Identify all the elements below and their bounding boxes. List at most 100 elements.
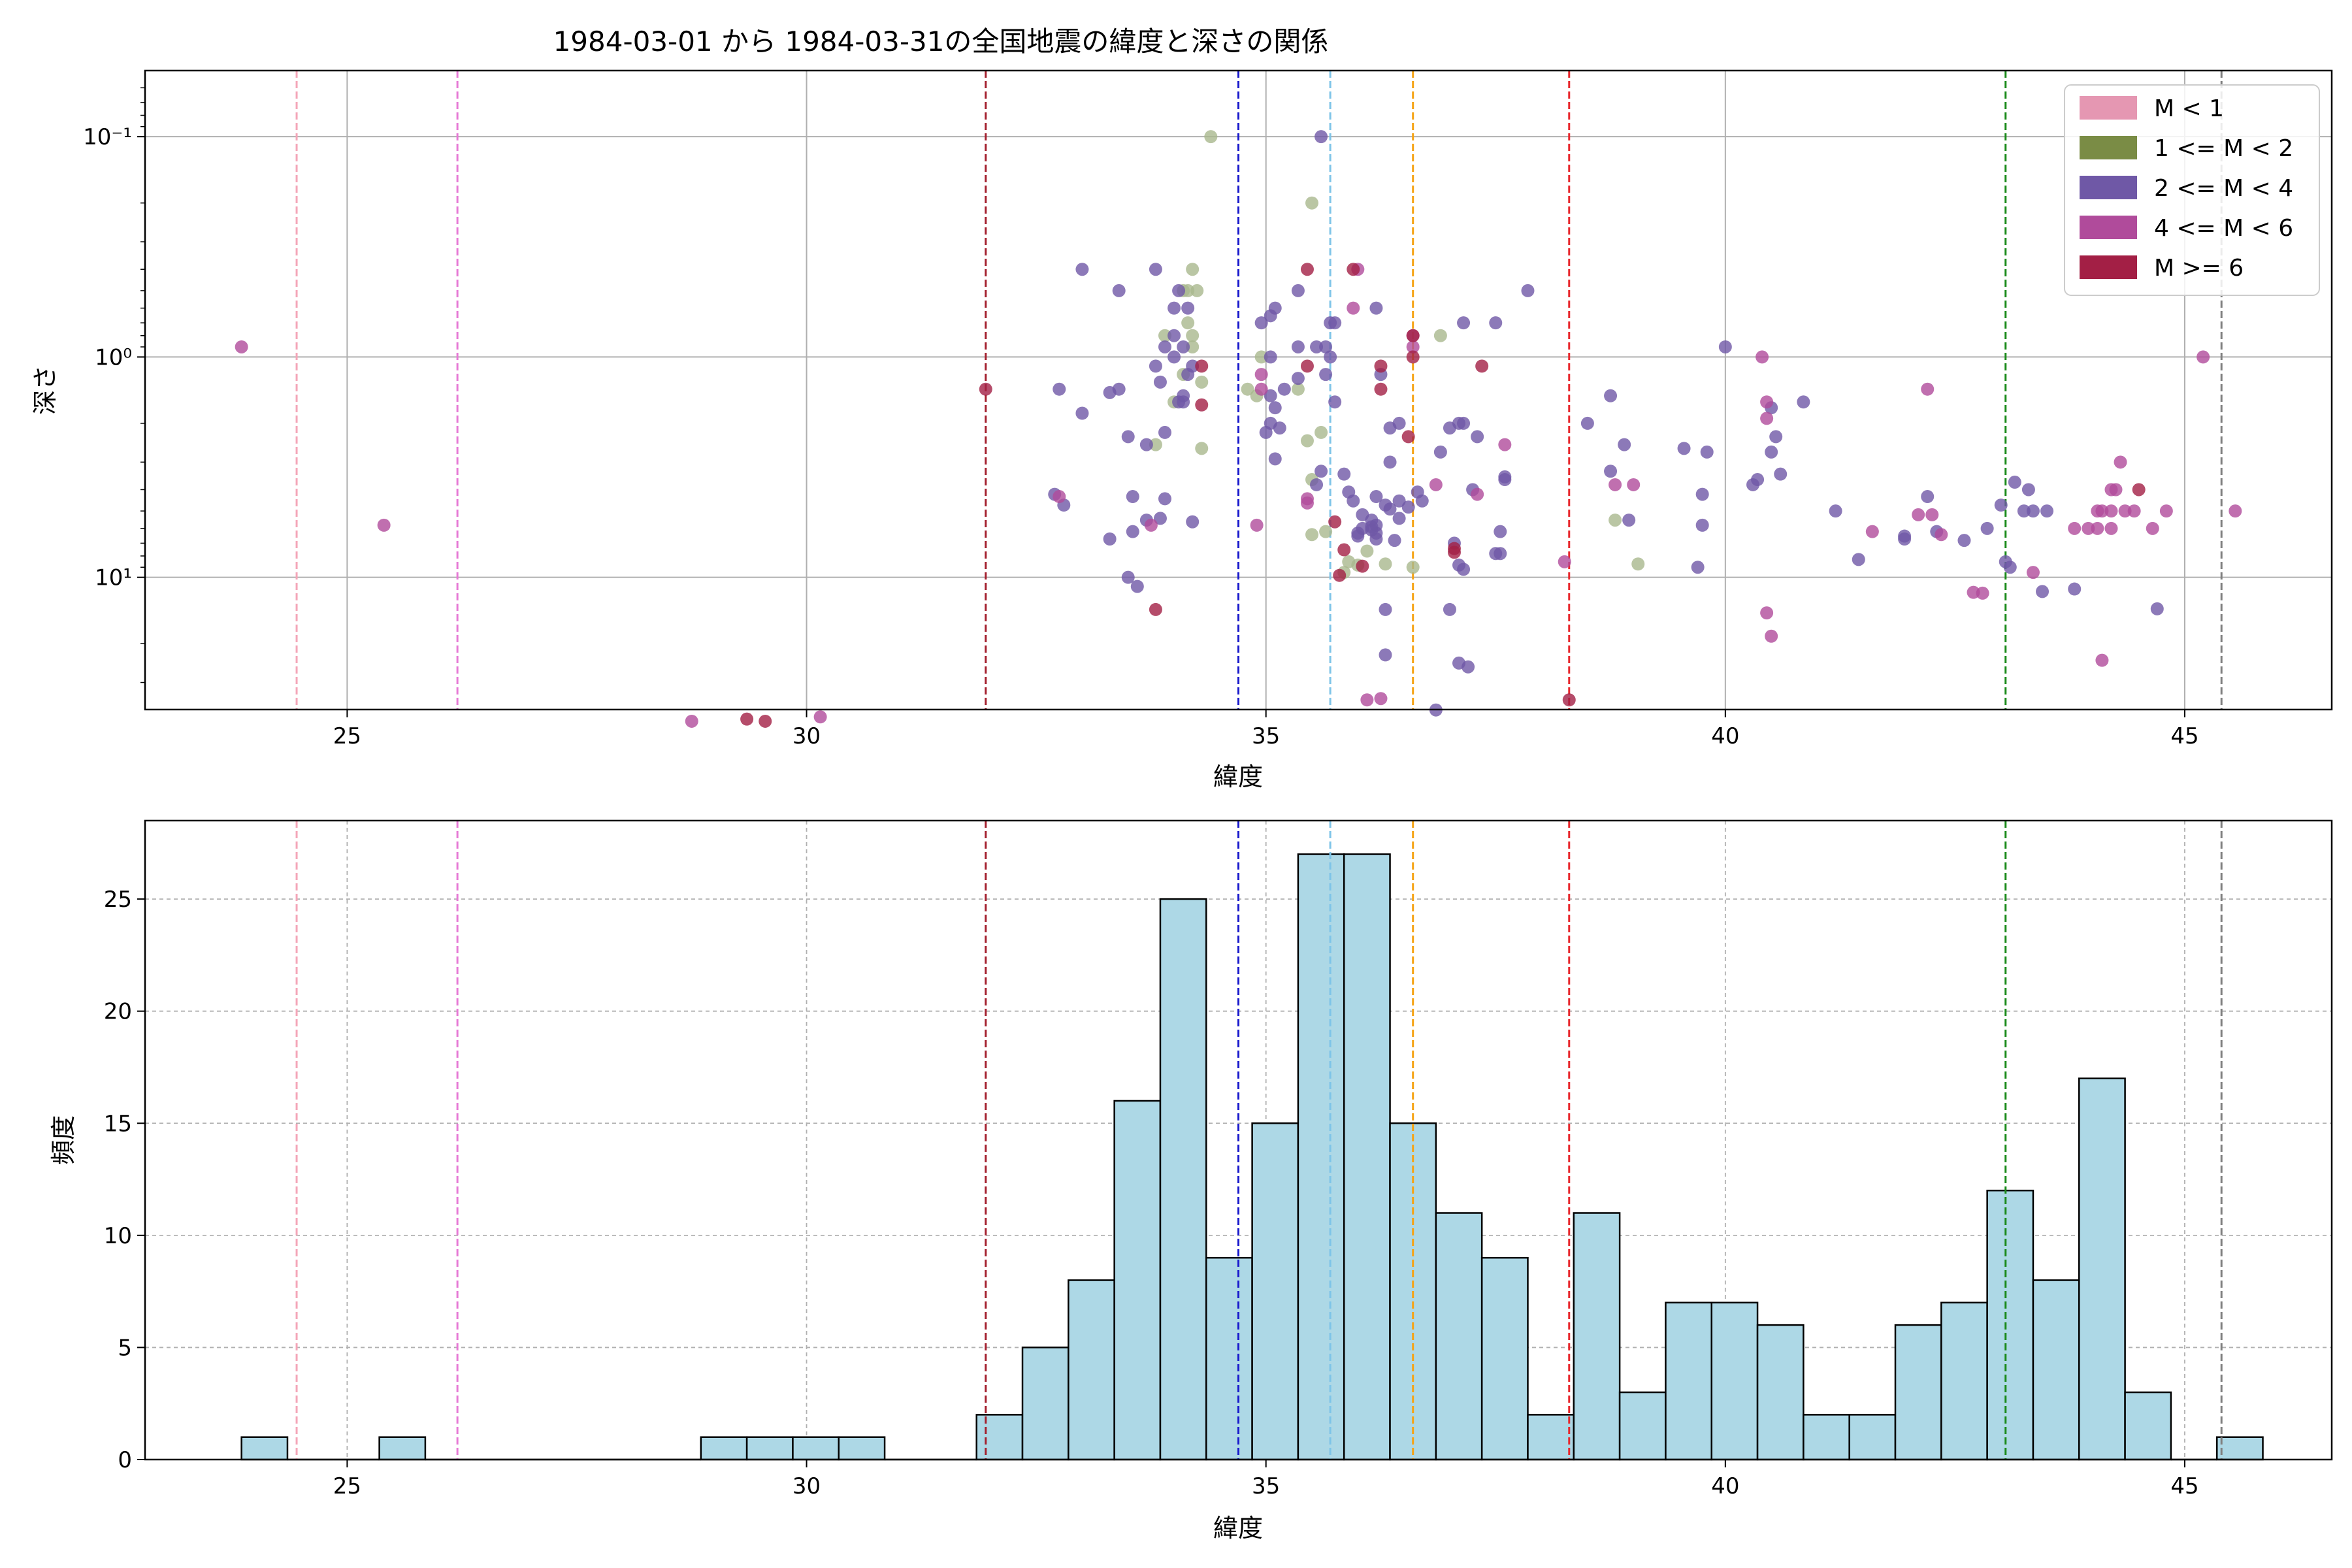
- scatter-point: [1168, 329, 1181, 342]
- histogram-bars: [240, 853, 2264, 1461]
- scatter-point: [1139, 438, 1153, 451]
- histogram-bar: [1159, 898, 1207, 1461]
- scatter-point: [2104, 521, 2118, 535]
- histogram-y-tick-label: 10: [104, 1223, 132, 1249]
- scatter-point: [1580, 416, 1594, 430]
- scatter-point: [1494, 525, 1507, 538]
- scatter-point: [1471, 487, 1484, 501]
- scatter-point: [1277, 382, 1291, 396]
- histogram-bar: [1480, 1256, 1529, 1461]
- scatter-point: [1291, 382, 1305, 396]
- histogram-bar: [1894, 1324, 1942, 1461]
- scatter-point: [1695, 487, 1709, 501]
- histogram-bar: [1068, 1279, 1115, 1461]
- scatter-point: [1379, 557, 1392, 571]
- scatter-point: [1383, 455, 1397, 469]
- scatter-point: [759, 714, 772, 728]
- scatter-point: [1365, 520, 1379, 534]
- scatter-point: [1558, 555, 1571, 568]
- scatter-point: [1319, 340, 1333, 353]
- histogram-bar: [1435, 1212, 1483, 1461]
- scatter-point: [1254, 350, 1268, 364]
- scatter-point: [1153, 375, 1167, 389]
- scatter-point: [1177, 395, 1190, 409]
- scatter-point: [1204, 130, 1218, 144]
- scatter-point: [1760, 395, 1774, 409]
- scatter-point: [1181, 316, 1195, 330]
- histogram-bar: [1573, 1212, 1621, 1461]
- histogram-axes-frame: [144, 819, 2333, 1461]
- scatter-point: [1374, 359, 1388, 373]
- scatter-point: [1121, 430, 1135, 444]
- scatter-point: [1149, 359, 1162, 373]
- legend-swatch: [2080, 136, 2137, 159]
- histogram-bar: [1710, 1301, 1759, 1461]
- scatter-point: [1268, 452, 1282, 466]
- scatter-point: [1774, 467, 1788, 481]
- scatter-point: [1126, 525, 1139, 538]
- scatter-point: [1392, 416, 1406, 430]
- scatter-x-tick-label: 45: [2170, 723, 2198, 749]
- scatter-point: [377, 518, 391, 532]
- scatter-point: [1406, 350, 1420, 364]
- scatter-point: [1195, 375, 1209, 389]
- scatter-point: [1172, 284, 1186, 297]
- scatter-point: [1300, 496, 1314, 510]
- scatter-point: [1337, 467, 1351, 481]
- scatter-point: [1360, 544, 1374, 558]
- scatter-point: [2021, 483, 2035, 497]
- scatter-point: [2082, 521, 2095, 535]
- scatter-point: [1121, 570, 1135, 584]
- scatter-point: [1158, 492, 1171, 506]
- scatter-point: [1631, 557, 1645, 571]
- histogram-y-tick-label: 20: [104, 999, 132, 1025]
- scatter-point: [2146, 521, 2159, 535]
- scatter-point: [1369, 301, 1383, 315]
- scatter-point: [1319, 525, 1333, 538]
- scatter-point: [1976, 586, 1989, 600]
- scatter-point: [1324, 350, 1337, 364]
- scatter-point: [2026, 566, 2040, 580]
- scatter-point: [1186, 329, 1200, 342]
- scatter-point: [1457, 316, 1471, 330]
- scatter-point: [1429, 478, 1443, 491]
- scatter-point: [1521, 284, 1535, 297]
- histogram-y-axis-label: 頻度: [49, 1115, 78, 1165]
- scatter-point: [1447, 546, 1461, 559]
- scatter-point: [2026, 504, 2040, 518]
- scatter-x-axis-label: 緯度: [1213, 762, 1263, 791]
- scatter-point: [1053, 382, 1066, 396]
- scatter-point: [1677, 442, 1691, 455]
- scatter-point: [1351, 529, 1365, 543]
- scatter-point: [1328, 316, 1342, 330]
- histogram-y-tick-label: 25: [104, 887, 132, 913]
- scatter-point: [1622, 514, 1636, 527]
- scatter-point: [1158, 340, 1171, 353]
- scatter-point: [1254, 382, 1268, 396]
- scatter-point: [1333, 568, 1347, 582]
- histogram-x-tick-label: 25: [333, 1473, 361, 1499]
- scatter-point: [1310, 340, 1324, 353]
- scatter-point: [1700, 445, 1714, 459]
- scatter-point: [2008, 476, 2021, 489]
- scatter-point: [1149, 602, 1162, 616]
- scatter-point: [1691, 561, 1705, 574]
- scatter-point: [2114, 455, 2127, 469]
- scatter-point: [1921, 382, 1935, 396]
- scatter-point: [1347, 263, 1360, 276]
- scatter-point: [1935, 528, 1948, 542]
- scatter-point: [2118, 504, 2132, 518]
- legend-label: 1 <= M < 2: [2154, 135, 2293, 162]
- scatter-point: [1765, 629, 1778, 643]
- histogram-bar: [1986, 1189, 2034, 1461]
- scatter-point: [1406, 329, 1420, 342]
- scatter-point: [1695, 518, 1709, 532]
- scatter-point: [1494, 547, 1507, 561]
- histogram-bar: [1527, 1414, 1575, 1461]
- scatter-x-ticks: 25 30 35 40 45: [333, 710, 2199, 749]
- scatter-point: [1374, 382, 1388, 396]
- scatter-point: [2068, 582, 2082, 596]
- scatter-x-tick-label: 25: [333, 723, 361, 749]
- scatter-point: [1195, 398, 1209, 412]
